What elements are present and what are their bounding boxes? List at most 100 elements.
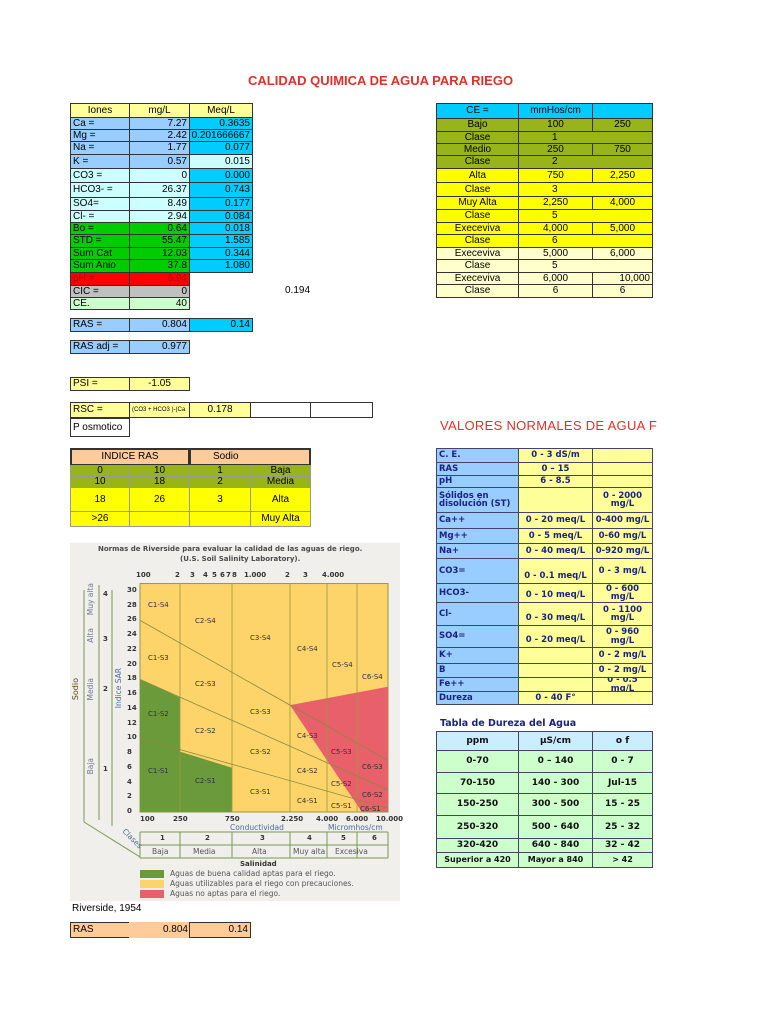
- sodio-header[interactable]: Sodio: [189, 448, 311, 466]
- dureza-header-cell[interactable]: µS/cm: [518, 731, 593, 751]
- dureza-cell[interactable]: > 42: [592, 852, 653, 868]
- dureza-header-cell[interactable]: ppm: [436, 731, 519, 751]
- ion-label-cell[interactable]: CO3 =: [70, 168, 130, 183]
- valores-meq-cell[interactable]: 0 - 40 F°: [518, 691, 593, 705]
- ras-label-cell[interactable]: RAS =: [70, 318, 130, 332]
- valores-mg-cell[interactable]: [592, 462, 653, 476]
- ions-header-cell[interactable]: Iones: [70, 103, 130, 118]
- ce-min-cell[interactable]: 750: [518, 168, 593, 183]
- dureza-cell[interactable]: 0 – 140: [518, 750, 593, 773]
- valores-mg-cell[interactable]: [592, 691, 653, 705]
- ion-label-cell[interactable]: CE.: [70, 297, 130, 310]
- valores-meq-cell[interactable]: 0 - 20 meq/L: [518, 512, 593, 529]
- ce-class-cell[interactable]: 5: [518, 209, 653, 223]
- valores-meq-cell[interactable]: 0 - 5 meq/L: [518, 528, 593, 544]
- ce-min-cell[interactable]: 100: [518, 118, 593, 132]
- ion-mg-cell[interactable]: 6.94: [129, 272, 190, 286]
- indice-ras-cell[interactable]: >26: [70, 511, 130, 527]
- indice-ras-cell[interactable]: [129, 511, 190, 527]
- valores-mg-cell[interactable]: [592, 448, 653, 463]
- ion-label-cell[interactable]: SO4=: [70, 197, 130, 211]
- psi-label-cell[interactable]: PSI =: [70, 377, 130, 391]
- indice-ras-cell[interactable]: Muy Alta: [250, 511, 311, 527]
- rsc-value-cell[interactable]: 0.178: [189, 402, 251, 418]
- ce-header-cell[interactable]: [592, 103, 653, 119]
- rsc-formula-cell[interactable]: (CO3 + HCO3 )-(Ca: [129, 402, 190, 418]
- ce-label-cell[interactable]: Clase: [436, 234, 519, 248]
- valores-mg-cell[interactable]: 0 - 1100 mg/L: [592, 602, 653, 626]
- ion-mg-cell[interactable]: 40: [129, 297, 190, 310]
- ion-meq-cell[interactable]: 0.743: [189, 182, 253, 198]
- dureza-cell[interactable]: 320-420: [436, 838, 519, 853]
- rsc-empty-cell[interactable]: [310, 402, 373, 418]
- ion-mg-cell[interactable]: 1.77: [129, 141, 190, 155]
- ce-label-cell[interactable]: Clase: [436, 284, 519, 298]
- valores-meq-cell[interactable]: 0 - 0.1 meq/L: [518, 558, 593, 584]
- ce-header-cell[interactable]: mmHos/cm: [518, 103, 593, 119]
- dureza-cell[interactable]: 150-250: [436, 793, 519, 816]
- valores-mg-cell[interactable]: 0 - 960 mg/L: [592, 625, 653, 648]
- dureza-cell[interactable]: Superior a 420: [436, 852, 519, 868]
- valores-meq-cell[interactable]: 0 - 30 meq/L: [518, 602, 593, 626]
- ion-meq-cell[interactable]: 0.000: [189, 168, 253, 183]
- posmotico-label-cell[interactable]: P osmotico: [70, 418, 130, 437]
- valores-meq-cell[interactable]: [518, 677, 593, 692]
- ion-meq-cell[interactable]: 0.177: [189, 197, 253, 211]
- valores-meq-cell[interactable]: 0 - 20 meq/L: [518, 625, 593, 648]
- ce-label-cell[interactable]: Clase: [436, 209, 519, 223]
- ce-min-cell[interactable]: 6: [518, 284, 593, 298]
- dureza-cell[interactable]: 250-320: [436, 815, 519, 839]
- valores-param-cell[interactable]: CO3=: [436, 558, 519, 584]
- dureza-cell[interactable]: Jul-15: [592, 772, 653, 794]
- valores-mg-cell[interactable]: 0 - 2 mg/L: [592, 647, 653, 664]
- ce-max-cell[interactable]: 6: [592, 284, 653, 298]
- valores-param-cell[interactable]: B: [436, 663, 519, 678]
- valores-meq-cell[interactable]: [518, 487, 593, 513]
- ion-meq-cell[interactable]: 1.080: [189, 259, 253, 273]
- ce-max-cell[interactable]: 250: [592, 118, 653, 132]
- valores-meq-cell[interactable]: [518, 647, 593, 664]
- valores-param-cell[interactable]: Ca++: [436, 512, 519, 529]
- dureza-cell[interactable]: 25 - 32: [592, 815, 653, 839]
- valores-param-cell[interactable]: SO4=: [436, 625, 519, 648]
- ion-label-cell[interactable]: K =: [70, 154, 130, 169]
- ion-meq-cell[interactable]: 0.015: [189, 154, 253, 169]
- dureza-cell[interactable]: 70-150: [436, 772, 519, 794]
- indice-ras-cell[interactable]: 18: [70, 487, 130, 512]
- valores-mg-cell[interactable]: 0-60 mg/L: [592, 528, 653, 544]
- valores-mg-cell[interactable]: 0 - 3 mg/L: [592, 558, 653, 584]
- ras-adj-value-cell[interactable]: 0.977: [129, 340, 190, 354]
- rsc-empty-cell[interactable]: [250, 402, 311, 418]
- indice-ras-header[interactable]: INDICE RAS: [70, 448, 190, 466]
- valores-param-cell[interactable]: HCO3-: [436, 583, 519, 603]
- indice-ras-cell[interactable]: 26: [129, 487, 190, 512]
- ion-label-cell[interactable]: STD =: [70, 234, 130, 248]
- dureza-header-cell[interactable]: o f: [592, 731, 653, 751]
- dureza-cell[interactable]: 300 - 500: [518, 793, 593, 816]
- dureza-cell[interactable]: Mayor a 840: [518, 852, 593, 868]
- ce-max-cell[interactable]: 4,000: [592, 196, 653, 210]
- ce-label-cell[interactable]: Bajo: [436, 118, 519, 132]
- ion-meq-cell[interactable]: 0.077: [189, 141, 253, 155]
- valores-param-cell[interactable]: Dureza: [436, 691, 519, 705]
- ce-class-cell[interactable]: 5: [518, 259, 653, 273]
- valores-meq-cell[interactable]: [518, 663, 593, 678]
- valores-meq-cell[interactable]: 0 - 3 dS/m: [518, 448, 593, 463]
- valores-param-cell[interactable]: RAS: [436, 462, 519, 476]
- ion-label-cell[interactable]: HCO3- =: [70, 182, 130, 198]
- ce-label-cell[interactable]: Clase: [436, 155, 519, 169]
- valores-mg-cell[interactable]: 0 - 2 mg/L: [592, 663, 653, 678]
- valores-meq-cell[interactable]: 0 - 40 meq/L: [518, 543, 593, 559]
- ce-header-cell[interactable]: CE =: [436, 103, 519, 119]
- valores-param-cell[interactable]: K+: [436, 647, 519, 664]
- ion-label-cell[interactable]: Sum Anio: [70, 259, 130, 273]
- ce-label-cell[interactable]: Alta: [436, 168, 519, 183]
- valores-mg-cell[interactable]: 0 - 600 mg/L: [592, 583, 653, 603]
- ce-label-cell[interactable]: Clase: [436, 259, 519, 273]
- indice-ras-cell[interactable]: Alta: [250, 487, 311, 512]
- valores-param-cell[interactable]: Sólidos en disolución (ST): [436, 487, 519, 513]
- ion-mg-cell[interactable]: 37.8: [129, 259, 190, 273]
- bottom-ras-label[interactable]: RAS: [70, 922, 130, 938]
- ion-mg-cell[interactable]: 0.57: [129, 154, 190, 169]
- valores-mg-cell[interactable]: 0 - 0.5 mg/L: [592, 677, 653, 692]
